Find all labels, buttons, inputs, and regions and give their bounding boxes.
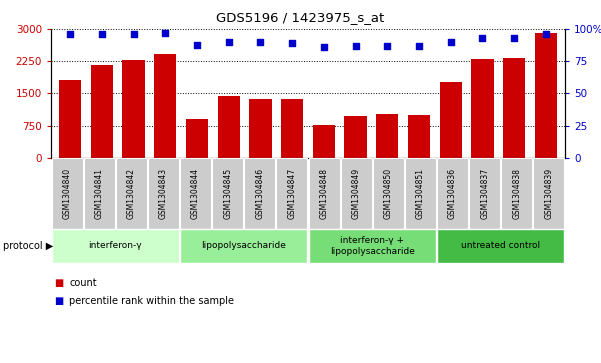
Bar — [344, 116, 367, 158]
Text: count: count — [69, 278, 97, 288]
Text: GSM1304841: GSM1304841 — [95, 168, 104, 219]
Text: GSM1304845: GSM1304845 — [223, 168, 232, 219]
Point — [66, 31, 75, 37]
Point — [160, 30, 170, 36]
Bar — [313, 125, 335, 158]
Point — [129, 31, 138, 37]
Bar — [59, 80, 81, 158]
Bar — [218, 95, 240, 158]
Bar — [376, 114, 398, 158]
Bar — [91, 65, 113, 158]
Bar — [123, 60, 145, 158]
Text: GSM1304840: GSM1304840 — [63, 168, 72, 219]
Text: interferon-γ: interferon-γ — [88, 241, 142, 250]
Point — [224, 39, 234, 45]
Text: GSM1304836: GSM1304836 — [448, 168, 457, 219]
Text: GDS5196 / 1423975_s_at: GDS5196 / 1423975_s_at — [216, 11, 385, 24]
Point — [510, 35, 519, 41]
Text: ■: ■ — [54, 278, 63, 288]
Point — [351, 43, 361, 49]
Point — [319, 44, 329, 50]
Text: interferon-γ +
lipopolysaccharide: interferon-γ + lipopolysaccharide — [330, 236, 415, 256]
Text: GSM1304844: GSM1304844 — [191, 168, 200, 219]
Bar — [249, 99, 272, 158]
Text: GSM1304847: GSM1304847 — [287, 168, 296, 219]
Point — [414, 43, 424, 49]
Bar — [440, 82, 462, 158]
Bar — [281, 99, 304, 158]
Text: GSM1304837: GSM1304837 — [480, 168, 489, 219]
Point — [287, 40, 297, 46]
Bar — [503, 58, 525, 158]
Bar — [471, 59, 493, 158]
Point — [192, 42, 202, 48]
Bar — [408, 115, 430, 158]
Point — [97, 31, 106, 37]
Text: percentile rank within the sample: percentile rank within the sample — [69, 296, 234, 306]
Point — [478, 35, 487, 41]
Text: protocol ▶: protocol ▶ — [3, 241, 53, 251]
Text: GSM1304843: GSM1304843 — [159, 168, 168, 219]
Text: GSM1304842: GSM1304842 — [127, 168, 136, 219]
Bar — [154, 54, 176, 158]
Text: ■: ■ — [54, 296, 63, 306]
Point — [541, 31, 551, 37]
Point — [382, 43, 392, 49]
Text: GSM1304838: GSM1304838 — [512, 168, 521, 219]
Text: GSM1304849: GSM1304849 — [352, 168, 361, 219]
Text: GSM1304851: GSM1304851 — [416, 168, 425, 219]
Point — [255, 39, 265, 45]
Bar — [186, 119, 208, 158]
Bar — [535, 33, 557, 158]
Text: GSM1304850: GSM1304850 — [384, 168, 393, 219]
Text: GSM1304846: GSM1304846 — [255, 168, 264, 219]
Text: GSM1304839: GSM1304839 — [545, 168, 554, 219]
Text: GSM1304848: GSM1304848 — [320, 168, 329, 219]
Text: lipopolysaccharide: lipopolysaccharide — [201, 241, 286, 250]
Point — [446, 39, 456, 45]
Text: untreated control: untreated control — [461, 241, 540, 250]
